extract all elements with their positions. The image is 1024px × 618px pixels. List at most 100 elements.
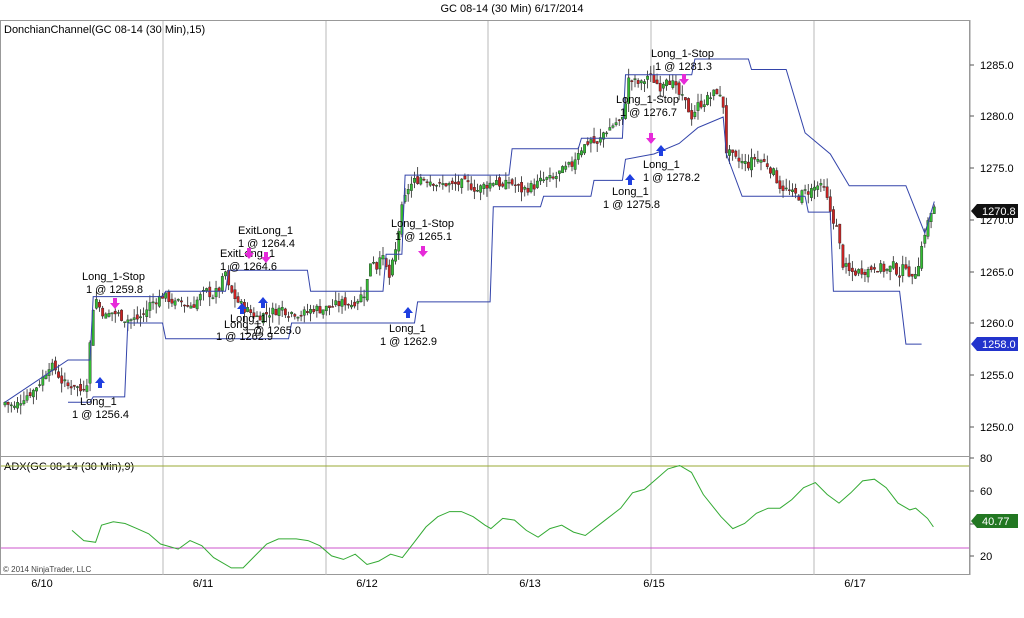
trade-label: Long_1-Stop	[391, 218, 454, 230]
candle-body	[154, 302, 158, 305]
candle-body	[680, 94, 684, 96]
candle-body	[457, 181, 460, 185]
candle-body	[19, 403, 23, 406]
trade-price: 1 @ 1275.8	[603, 199, 660, 211]
candle-body	[432, 183, 435, 186]
candle-body	[586, 141, 590, 145]
candle-body	[535, 180, 539, 188]
x-tick-label: 6/10	[31, 578, 52, 590]
candle-body	[265, 312, 268, 315]
candle-body	[438, 182, 442, 184]
candle-body	[82, 388, 86, 391]
candle-body	[309, 309, 312, 314]
candle-body	[907, 266, 911, 277]
candle-body	[731, 149, 735, 153]
candle-body	[13, 405, 16, 408]
candle-body	[728, 149, 731, 156]
candle-body	[866, 269, 870, 278]
candle-body	[246, 307, 249, 312]
candle-body	[195, 299, 199, 310]
candle-body	[592, 136, 596, 143]
candle-body	[444, 183, 448, 187]
candle-body	[72, 384, 76, 387]
candle-body	[699, 100, 703, 108]
trade-price: 1 @ 1265.0	[244, 325, 301, 337]
exit-arrow-icon	[679, 74, 689, 85]
candle-body	[721, 96, 725, 108]
candle-body	[598, 137, 602, 143]
candle-body	[643, 81, 646, 84]
candle-body	[781, 185, 785, 191]
candle-body	[857, 269, 861, 274]
candle-body	[60, 375, 64, 384]
entry-arrow-icon	[403, 307, 413, 318]
candle-body	[57, 371, 60, 378]
candle-body	[318, 306, 322, 314]
candle-body	[765, 163, 769, 167]
channel-lower-marker: 1258.0	[971, 337, 1018, 351]
candle-body	[529, 183, 533, 193]
candle-body	[665, 79, 668, 87]
candle-body	[605, 132, 609, 135]
exit-arrow-icon	[418, 246, 428, 257]
candle-body	[157, 295, 161, 307]
candle-body	[3, 402, 7, 406]
candle-body	[350, 304, 353, 308]
candle-body	[595, 141, 599, 144]
candle-body	[113, 310, 117, 315]
candle-body	[255, 315, 259, 318]
candle-body	[205, 288, 208, 292]
candle-body	[38, 384, 42, 386]
candle-body	[580, 150, 583, 156]
candle-body	[784, 187, 788, 190]
candle-body	[375, 262, 379, 270]
adx-line	[71, 464, 934, 569]
candle-body	[337, 301, 341, 307]
candle-body	[769, 167, 772, 174]
exit-arrow-icon	[110, 298, 120, 309]
candle-body	[365, 279, 369, 301]
candle-body	[873, 267, 876, 270]
candle-body	[743, 161, 747, 164]
candle-body	[346, 303, 350, 306]
candle-body	[517, 184, 520, 186]
candle-body	[876, 270, 879, 273]
candle-body	[476, 189, 479, 192]
candle-body	[806, 191, 810, 195]
adx-tick-label: 60	[980, 486, 992, 498]
chart-title: GC 08-14 (30 Min) 6/17/2014	[440, 3, 584, 15]
last-price-label: 1270.8	[982, 206, 1016, 218]
candle-body	[608, 127, 612, 131]
exit-arrow-icon	[244, 248, 254, 259]
candle-body	[482, 183, 486, 189]
adx-tick-label: 80	[980, 453, 992, 465]
candle-body	[551, 176, 555, 179]
candle-body	[816, 185, 820, 190]
candle-body	[126, 319, 130, 323]
candle-body	[576, 153, 580, 160]
candle-body	[636, 80, 640, 84]
candle-body	[850, 267, 854, 272]
donchian-upper-band	[4, 58, 935, 403]
candle-body	[718, 94, 722, 97]
candle-body	[98, 302, 101, 308]
candle-body	[343, 297, 347, 306]
candle-body	[690, 110, 694, 120]
candle-body	[602, 132, 605, 140]
trade-price: 1 @ 1264.6	[220, 261, 277, 273]
y-tick-label: 1275.0	[980, 163, 1014, 175]
candle-body	[479, 185, 483, 193]
candle-body	[88, 342, 92, 384]
candle-body	[101, 307, 105, 317]
candle-body	[772, 168, 776, 175]
candle-body	[422, 178, 426, 181]
candle-body	[435, 185, 438, 187]
candle-body	[120, 309, 123, 321]
candle-body	[372, 262, 375, 264]
candle-body	[16, 402, 19, 409]
trade-price: 1 @ 1264.4	[238, 238, 295, 250]
candle-body	[63, 379, 67, 382]
candle-body	[668, 80, 672, 85]
candle-body	[419, 177, 423, 185]
